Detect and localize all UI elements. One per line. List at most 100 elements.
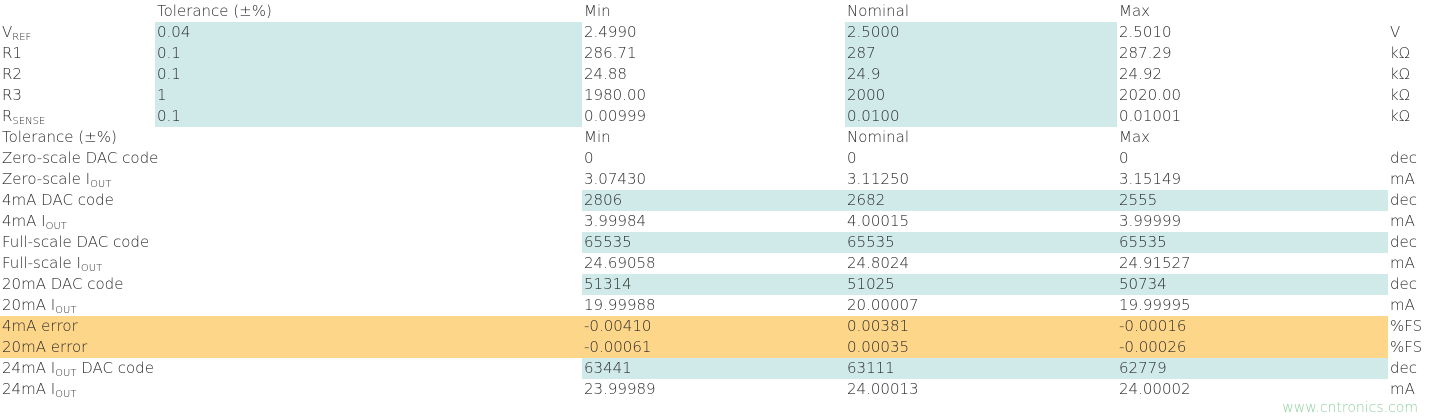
row-label: 24mA IOUT bbox=[0, 379, 76, 400]
row-label: Zero-scale IOUT bbox=[0, 169, 111, 190]
max-value: 2.5010 bbox=[1119, 23, 1172, 41]
column-header: Min bbox=[584, 2, 611, 20]
label-text: 4mA error bbox=[2, 317, 78, 335]
subscript: OUT bbox=[80, 263, 103, 274]
unit: dec bbox=[1390, 275, 1417, 293]
subscript: REF bbox=[12, 32, 32, 43]
max-value: 50734 bbox=[1119, 275, 1167, 293]
cell-fill bbox=[845, 43, 1117, 64]
row-label: 20mA IOUT bbox=[0, 295, 76, 316]
nominal-value: 3.11250 bbox=[847, 170, 910, 188]
column-header: Min bbox=[584, 128, 611, 146]
label-text: 20mA DAC code bbox=[2, 275, 124, 293]
subscript: OUT bbox=[90, 179, 112, 190]
unit: mA bbox=[1390, 170, 1415, 188]
max-value: 24.00002 bbox=[1119, 380, 1191, 398]
row-label: R3 bbox=[0, 85, 22, 106]
min-value: -0.00410 bbox=[584, 317, 652, 335]
unit: kΩ bbox=[1390, 107, 1411, 125]
max-value: 24.92 bbox=[1119, 65, 1162, 83]
unit: mA bbox=[1390, 296, 1415, 314]
label-text: R3 bbox=[2, 86, 22, 104]
cell-fill bbox=[582, 232, 1388, 253]
max-value: -0.00026 bbox=[1119, 338, 1187, 356]
max-value: 62779 bbox=[1119, 359, 1167, 377]
unit: mA bbox=[1390, 380, 1415, 398]
nominal-value: 24.00013 bbox=[847, 380, 919, 398]
min-value: 19.99988 bbox=[584, 296, 656, 314]
unit: dec bbox=[1390, 149, 1417, 167]
max-value: 19.99995 bbox=[1119, 296, 1191, 314]
nominal-value: 0.00381 bbox=[847, 317, 910, 335]
tolerance-value: 0.1 bbox=[157, 65, 181, 83]
unit: V bbox=[1390, 23, 1401, 41]
max-value: 65535 bbox=[1119, 233, 1167, 251]
row-label: 4mA DAC code bbox=[0, 190, 114, 211]
cell-fill bbox=[155, 106, 582, 127]
nominal-value: 2000 bbox=[847, 86, 886, 104]
min-value: 24.69058 bbox=[584, 254, 656, 272]
column-header: Tolerance (±%) bbox=[2, 128, 117, 146]
row-label: 20mA error bbox=[0, 337, 87, 358]
nominal-value: 287 bbox=[847, 44, 876, 62]
min-value: 24.88 bbox=[584, 65, 627, 83]
row-label: RSENSE bbox=[0, 106, 45, 127]
label-text: 4mA DAC code bbox=[2, 191, 114, 209]
nominal-value: 63111 bbox=[847, 359, 895, 377]
label-text: Full-scale DAC code bbox=[2, 233, 150, 251]
label-text: 24mA I bbox=[2, 359, 56, 377]
row-label: R1 bbox=[0, 43, 22, 64]
label-text: 20mA I bbox=[2, 296, 56, 314]
label-text: 24mA I bbox=[2, 380, 56, 398]
label-text: 4mA I bbox=[2, 212, 46, 230]
label-text: R2 bbox=[2, 65, 22, 83]
label-text: R1 bbox=[2, 44, 22, 62]
unit: kΩ bbox=[1390, 44, 1411, 62]
row-label: 4mA IOUT bbox=[0, 211, 67, 232]
cell-fill bbox=[845, 22, 1117, 43]
max-value: 0 bbox=[1119, 149, 1129, 167]
unit: %FS bbox=[1390, 338, 1423, 356]
nominal-value: 0.00035 bbox=[847, 338, 910, 356]
unit: kΩ bbox=[1390, 86, 1411, 104]
row-label: Zero-scale DAC code bbox=[0, 148, 158, 169]
tolerance-value: 0.1 bbox=[157, 107, 181, 125]
cell-fill bbox=[0, 316, 1388, 337]
nominal-value: 51025 bbox=[847, 275, 895, 293]
max-value: 3.15149 bbox=[1119, 170, 1182, 188]
cell-fill bbox=[0, 337, 1388, 358]
min-value: 2806 bbox=[584, 191, 623, 209]
label-text: DAC code bbox=[76, 359, 154, 377]
cell-fill bbox=[582, 358, 1388, 379]
max-value: 0.01001 bbox=[1119, 107, 1182, 125]
max-value: 2555 bbox=[1119, 191, 1158, 209]
nominal-value: 20.00007 bbox=[847, 296, 919, 314]
cell-fill bbox=[845, 85, 1117, 106]
cell-fill bbox=[845, 64, 1117, 85]
max-value: 3.99999 bbox=[1119, 212, 1182, 230]
label-text: 20mA error bbox=[2, 338, 88, 356]
cell-fill bbox=[155, 85, 582, 106]
min-value: 23.99989 bbox=[584, 380, 656, 398]
row-label: Full-scale DAC code bbox=[0, 232, 149, 253]
nominal-value: 65535 bbox=[847, 233, 895, 251]
unit: dec bbox=[1390, 359, 1417, 377]
cell-fill bbox=[155, 64, 582, 85]
tolerance-value: 0.1 bbox=[157, 44, 181, 62]
nominal-value: 4.00015 bbox=[847, 212, 910, 230]
label-text: Zero-scale DAC code bbox=[2, 149, 159, 167]
subscript: SENSE bbox=[12, 116, 46, 127]
max-value: 24.91527 bbox=[1119, 254, 1191, 272]
subscript: OUT bbox=[55, 368, 77, 379]
row-label: 24mA IOUT DAC code bbox=[0, 358, 154, 379]
nominal-value: 24.8024 bbox=[847, 254, 910, 272]
cell-fill bbox=[582, 274, 1388, 295]
unit: mA bbox=[1390, 212, 1415, 230]
min-value: 286.71 bbox=[584, 44, 637, 62]
label-text: R bbox=[2, 107, 13, 125]
min-value: 2.4990 bbox=[584, 23, 637, 41]
min-value: 3.07430 bbox=[584, 170, 647, 188]
min-value: -0.00061 bbox=[584, 338, 652, 356]
column-header: Nominal bbox=[847, 128, 910, 146]
